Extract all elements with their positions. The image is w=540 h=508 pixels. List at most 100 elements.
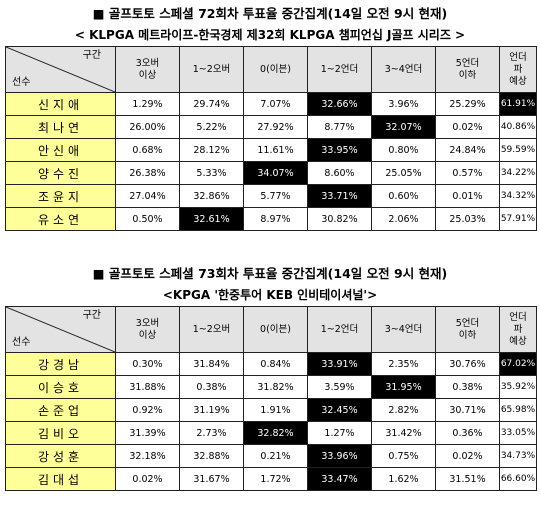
vote-rate-cell: 33.95% <box>307 138 372 162</box>
vote-rate-cell: 32.18% <box>115 444 180 468</box>
column-header: 언더 파 예상 <box>499 306 537 353</box>
column-header: 1~2언더 <box>307 46 372 93</box>
table-row: 이승호 31.88% 0.38% 31.82% 3.59% 31.95% 0.38% 35.9… <box>5 375 537 399</box>
vote-rate-cell: 57.91% <box>499 207 537 231</box>
corner-cell: 구간 선수 <box>5 306 116 353</box>
vote-rate-cell: 0.21% <box>243 444 308 468</box>
vote-rate-cell: 32.82% <box>243 421 308 445</box>
column-header: 5언더 이하 <box>435 46 500 93</box>
vote-rate-cell: 0.68% <box>115 138 180 162</box>
vote-rate-cell: 59.59% <box>499 138 537 162</box>
vote-rate-cell: 66.60% <box>499 467 537 491</box>
corner-player-label: 선수 <box>12 77 31 88</box>
vote-rate-cell: 31.19% <box>179 398 244 422</box>
vote-rate-cell: 2.35% <box>371 352 436 376</box>
vote-rate-cell: 31.82% <box>243 375 308 399</box>
vote-rate-cell: 0.02% <box>435 444 500 468</box>
vote-rate-cell: 2.82% <box>371 398 436 422</box>
vote-rate-cell: 29.74% <box>179 92 244 116</box>
table-row: 신지애 1.29% 29.74% 7.07% 32.66% 3.96% 25.29% 61.9… <box>5 92 537 116</box>
vote-rate-cell: 1.29% <box>115 92 180 116</box>
vote-rate-cell: 31.84% <box>179 352 244 376</box>
column-header: 1~2오버 <box>179 306 244 353</box>
vote-rate-cell: 34.32% <box>499 184 537 208</box>
vote-rate-cell: 0.38% <box>435 375 500 399</box>
table2-title: ■ 골프토토 스페셜 73회차 투표율 중간집계(14일 오전 9시 현재) <box>92 266 448 281</box>
player-name: 강성훈 <box>5 444 116 468</box>
column-header: 5언더 이하 <box>435 306 500 353</box>
table1-grid: 구간 선수 3오버 이상 1~2오버 0(이븐) 1~2언더 3~4언더 5언더 이하 언더 파… <box>5 46 537 231</box>
vote-rate-cell: 5.22% <box>179 115 244 139</box>
vote-rate-cell: 3.96% <box>371 92 436 116</box>
column-header: 1~2언더 <box>307 306 372 353</box>
vote-rate-cell: 28.12% <box>179 138 244 162</box>
player-name: 양수진 <box>5 161 116 185</box>
vote-rate-cell: 24.84% <box>435 138 500 162</box>
column-header: 3오버 이상 <box>115 306 180 353</box>
player-name: 김비오 <box>5 421 116 445</box>
vote-rate-cell: 30.76% <box>435 352 500 376</box>
vote-rate-cell: 5.77% <box>243 184 308 208</box>
vote-rate-cell: 27.04% <box>115 184 180 208</box>
vote-rate-cell: 0.38% <box>179 375 244 399</box>
vote-rate-cell: 33.91% <box>307 352 372 376</box>
table-row: 강성훈 32.18% 32.88% 0.21% 33.96% 0.75% 0.02% 34.7… <box>5 444 537 468</box>
vote-rate-cell: 1.62% <box>371 467 436 491</box>
vote-rate-cell: 25.29% <box>435 92 500 116</box>
vote-rate-cell: 11.61% <box>243 138 308 162</box>
vote-rate-cell: 26.00% <box>115 115 180 139</box>
vote-rate-cell: 7.07% <box>243 92 308 116</box>
vote-rate-cell: 0.02% <box>435 115 500 139</box>
vote-rate-cell: 32.86% <box>179 184 244 208</box>
vote-rate-cell: 32.45% <box>307 398 372 422</box>
table-row: 강경남 0.30% 31.84% 0.84% 33.91% 2.35% 30.76% 67.0… <box>5 352 537 376</box>
vote-rate-cell: 35.92% <box>499 375 537 399</box>
vote-rate-cell: 0.36% <box>435 421 500 445</box>
vote-rate-cell: 33.05% <box>499 421 537 445</box>
player-name: 안신애 <box>5 138 116 162</box>
vote-rate-cell: 25.05% <box>371 161 436 185</box>
vote-rate-cell: 0.75% <box>371 444 436 468</box>
player-name: 김대섭 <box>5 467 116 491</box>
vote-rate-cell: 33.47% <box>307 467 372 491</box>
vote-rate-cell: 30.71% <box>435 398 500 422</box>
table-row: 조윤지 27.04% 32.86% 5.77% 33.71% 0.60% 0.01% 34.3… <box>5 184 537 208</box>
vote-rate-cell: 31.67% <box>179 467 244 491</box>
player-name: 이승호 <box>5 375 116 399</box>
vote-rate-cell: 2.06% <box>371 207 436 231</box>
player-name: 강경남 <box>5 352 116 376</box>
vote-rate-cell: 65.98% <box>499 398 537 422</box>
table-row: 유소연 0.50% 32.61% 8.97% 30.82% 2.06% 25.03% 57.9… <box>5 207 537 231</box>
vote-rate-cell: 25.03% <box>435 207 500 231</box>
table1-title: ■ 골프토토 스페셜 72회차 투표율 중간집계(14일 오전 9시 현재) <box>92 6 448 21</box>
header-row: 구간 선수 3오버 이상 1~2오버 0(이븐) 1~2언더 3~4언더 5언더 이하 언더 파… <box>5 46 537 93</box>
vote-rate-cell: 40.86% <box>499 115 537 139</box>
vote-rate-cell: 1.72% <box>243 467 308 491</box>
vote-rate-cell: 67.02% <box>499 352 537 376</box>
vote-rate-cell: 31.95% <box>371 375 436 399</box>
vote-rate-cell: 34.22% <box>499 161 537 185</box>
vote-rate-cell: 31.39% <box>115 421 180 445</box>
vote-rate-cell: 61.91% <box>499 92 537 116</box>
vote-rate-cell: 34.73% <box>499 444 537 468</box>
column-header: 3오버 이상 <box>115 46 180 93</box>
column-header: 0(이븐) <box>243 306 308 353</box>
player-name: 조윤지 <box>5 184 116 208</box>
vote-rate-cell: 31.88% <box>115 375 180 399</box>
table-row: 김비오 31.39% 2.73% 32.82% 1.27% 31.42% 0.36% 33.0… <box>5 421 537 445</box>
corner-player-label: 선수 <box>12 337 31 348</box>
player-name: 최나연 <box>5 115 116 139</box>
vote-rate-cell: 27.92% <box>243 115 308 139</box>
header-row: 구간 선수 3오버 이상 1~2오버 0(이븐) 1~2언더 3~4언더 5언더 이하 언더 파… <box>5 306 537 353</box>
vote-rate-cell: 0.84% <box>243 352 308 376</box>
vote-rate-cell: 0.57% <box>435 161 500 185</box>
vote-rate-cell: 3.59% <box>307 375 372 399</box>
table-row: 안신애 0.68% 28.12% 11.61% 33.95% 0.80% 24.84% 59.… <box>5 138 537 162</box>
vote-rate-cell: 34.07% <box>243 161 308 185</box>
corner-segment-label: 구간 <box>82 50 101 61</box>
vote-rate-cell: 33.71% <box>307 184 372 208</box>
table-row: 손준업 0.92% 31.19% 1.91% 32.45% 2.82% 30.71% 65.9… <box>5 398 537 422</box>
vote-rate-cell: 0.80% <box>371 138 436 162</box>
vote-rate-cell: 33.96% <box>307 444 372 468</box>
